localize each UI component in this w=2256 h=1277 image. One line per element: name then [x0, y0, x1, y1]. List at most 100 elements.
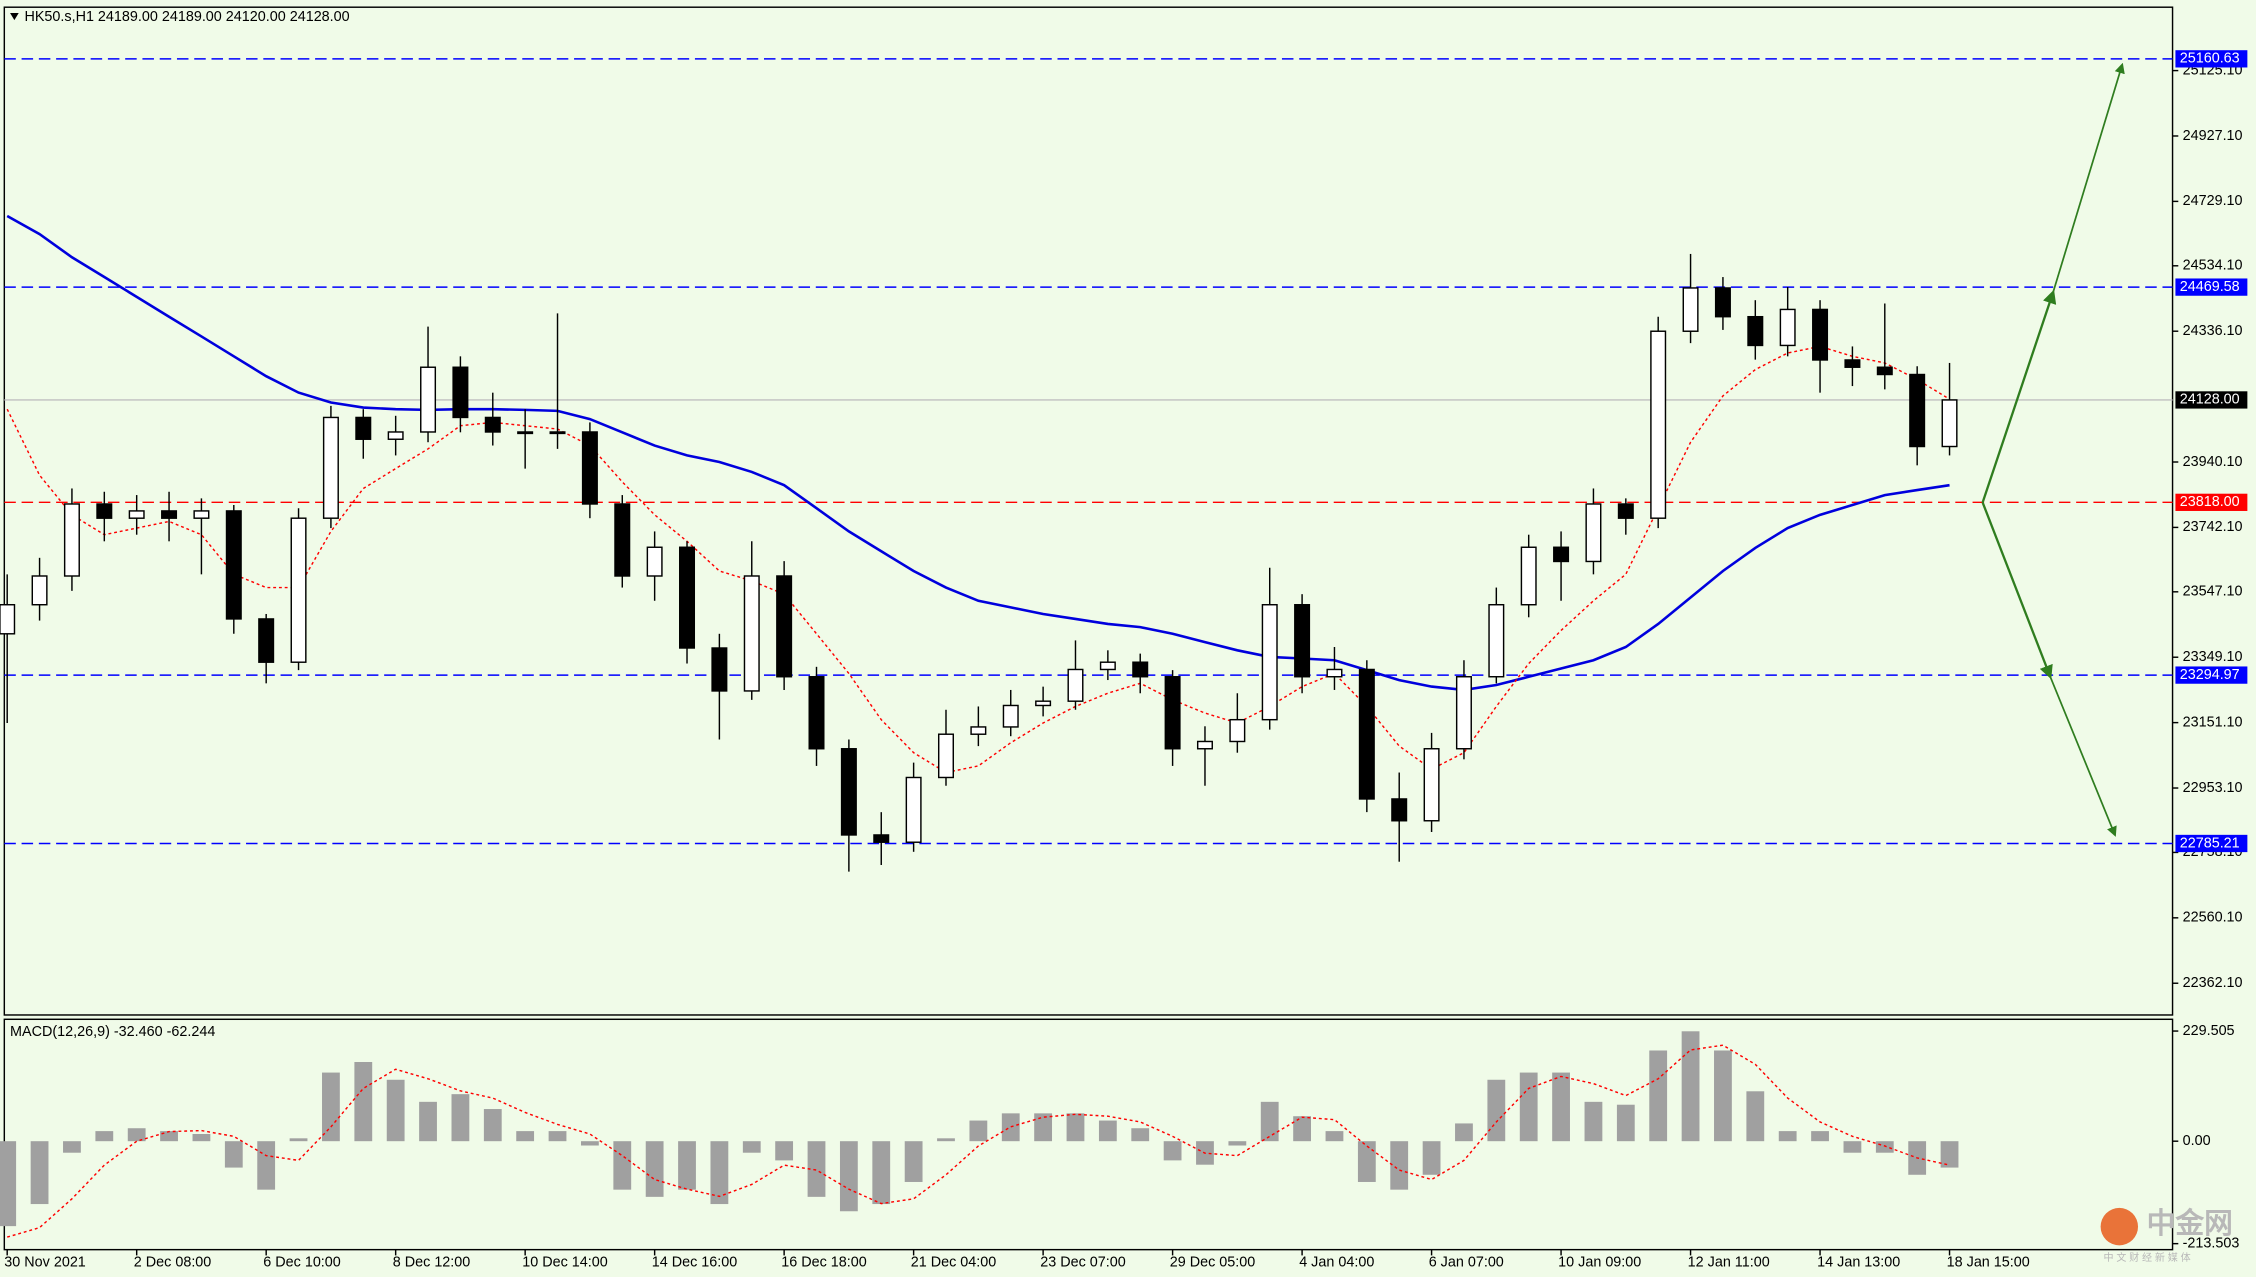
price-panel — [3, 6, 2174, 1016]
candle-body — [128, 510, 145, 519]
macd-bar — [1552, 1072, 1570, 1142]
macd-bar — [419, 1101, 437, 1142]
macd-bar — [257, 1141, 276, 1190]
watermark-tagline: 中 文 财 经 新 媒 体 — [2103, 1251, 2190, 1264]
candle-body — [1650, 330, 1667, 519]
macd-bar — [1325, 1131, 1344, 1142]
level-label-box — [2175, 493, 2248, 511]
macd-y-tick-label: 229.505 — [2183, 1023, 2235, 1039]
macd-bar — [710, 1141, 729, 1205]
level-label: 25160.63 — [2180, 51, 2240, 67]
candle-body — [161, 510, 178, 519]
macd-bar — [0, 1141, 17, 1227]
candle-body — [484, 416, 501, 433]
candle-body — [1779, 308, 1796, 347]
x-tick-label: 29 Dec 05:00 — [1170, 1254, 1255, 1270]
x-tick-label: 6 Dec 10:00 — [263, 1254, 341, 1270]
y-tick-label: 24534.10 — [2183, 258, 2243, 274]
candle-body — [517, 431, 534, 435]
macd-bar — [1584, 1101, 1603, 1142]
watermark-brand: 中金网 — [2147, 1207, 2233, 1240]
macd-bar — [30, 1141, 49, 1205]
x-tick-label: 16 Dec 18:00 — [781, 1254, 866, 1270]
candle-body — [355, 416, 372, 440]
macd-y-tick-label: 0.00 — [2183, 1133, 2211, 1149]
candle-body — [1553, 546, 1570, 563]
macd-bar — [63, 1141, 81, 1153]
candle-body — [1455, 676, 1472, 750]
y-tick-label: 24336.10 — [2183, 323, 2243, 339]
y-tick-label: 23940.10 — [2183, 454, 2243, 470]
y-tick-label: 24927.10 — [2183, 128, 2243, 144]
candle-body — [1326, 668, 1343, 678]
candle-body — [1876, 366, 1893, 376]
candle-body — [258, 618, 275, 663]
candle-body — [1164, 676, 1181, 750]
y-tick-label: 23547.10 — [2183, 584, 2243, 600]
macd-bar — [1034, 1113, 1053, 1142]
candle-body — [1229, 718, 1246, 743]
macd-bar — [354, 1062, 373, 1142]
macd-y-tick-label: -213.503 — [2183, 1235, 2240, 1251]
macd-bar — [1778, 1131, 1797, 1142]
candle-body — [1520, 546, 1537, 606]
level-label: 22785.21 — [2180, 835, 2240, 851]
macd-bar — [1260, 1101, 1279, 1142]
candle-body — [1132, 661, 1149, 678]
level-label: 24469.58 — [2180, 279, 2240, 295]
candle-body — [970, 726, 987, 735]
candle-body — [1196, 740, 1213, 750]
menu-triangle — [10, 12, 19, 21]
macd-bar — [937, 1138, 955, 1142]
candle-body — [193, 510, 210, 519]
arrow — [1981, 502, 2053, 680]
macd-bar — [1163, 1141, 1182, 1161]
macd-bar — [160, 1131, 178, 1142]
y-tick-label: 23742.10 — [2183, 519, 2243, 535]
candle-body — [290, 517, 307, 663]
level-label-box — [2175, 50, 2248, 68]
forecast-arrows — [1981, 62, 2125, 837]
candle-body — [937, 733, 954, 779]
macd-bar — [1681, 1031, 1700, 1142]
candle-body — [614, 503, 631, 577]
x-tick-label: 30 Nov 2021 — [4, 1254, 86, 1270]
macd-bar — [127, 1128, 146, 1142]
candle-body — [581, 431, 598, 505]
candle-body — [808, 676, 825, 750]
macd-bar — [451, 1094, 470, 1142]
macd-bar — [872, 1141, 891, 1205]
macd-bar — [1875, 1141, 1894, 1153]
candle-body — [1391, 798, 1408, 822]
y-tick-label: 22953.10 — [2183, 780, 2243, 796]
macd-bar — [580, 1141, 599, 1146]
macd-bar — [1455, 1123, 1473, 1142]
candle-body — [1585, 503, 1602, 563]
arrow — [2049, 676, 2117, 837]
macd-bar — [1001, 1113, 1020, 1142]
macd-bar — [483, 1109, 502, 1142]
candle-body — [322, 416, 339, 519]
x-tick-label: 12 Jan 11:00 — [1688, 1254, 1770, 1270]
level-label-box — [2175, 834, 2248, 853]
candle-body — [387, 431, 404, 440]
candle-body — [1682, 287, 1699, 332]
macd-bar — [742, 1141, 761, 1153]
candle-body — [96, 503, 113, 519]
macd-bar — [645, 1141, 664, 1197]
candle-body — [420, 366, 437, 433]
candle-body — [1294, 604, 1311, 678]
candle-body — [905, 776, 922, 843]
candle-body — [0, 604, 16, 635]
macd-bar — [322, 1072, 340, 1142]
macd-bar — [678, 1141, 696, 1190]
x-tick-label: 14 Dec 16:00 — [652, 1254, 737, 1270]
y-tick-label: 22560.10 — [2183, 910, 2243, 926]
candle-body — [1423, 748, 1440, 822]
level-label: 23818.00 — [2180, 494, 2240, 510]
candle-body — [63, 503, 80, 577]
level-label-box — [2175, 278, 2248, 296]
